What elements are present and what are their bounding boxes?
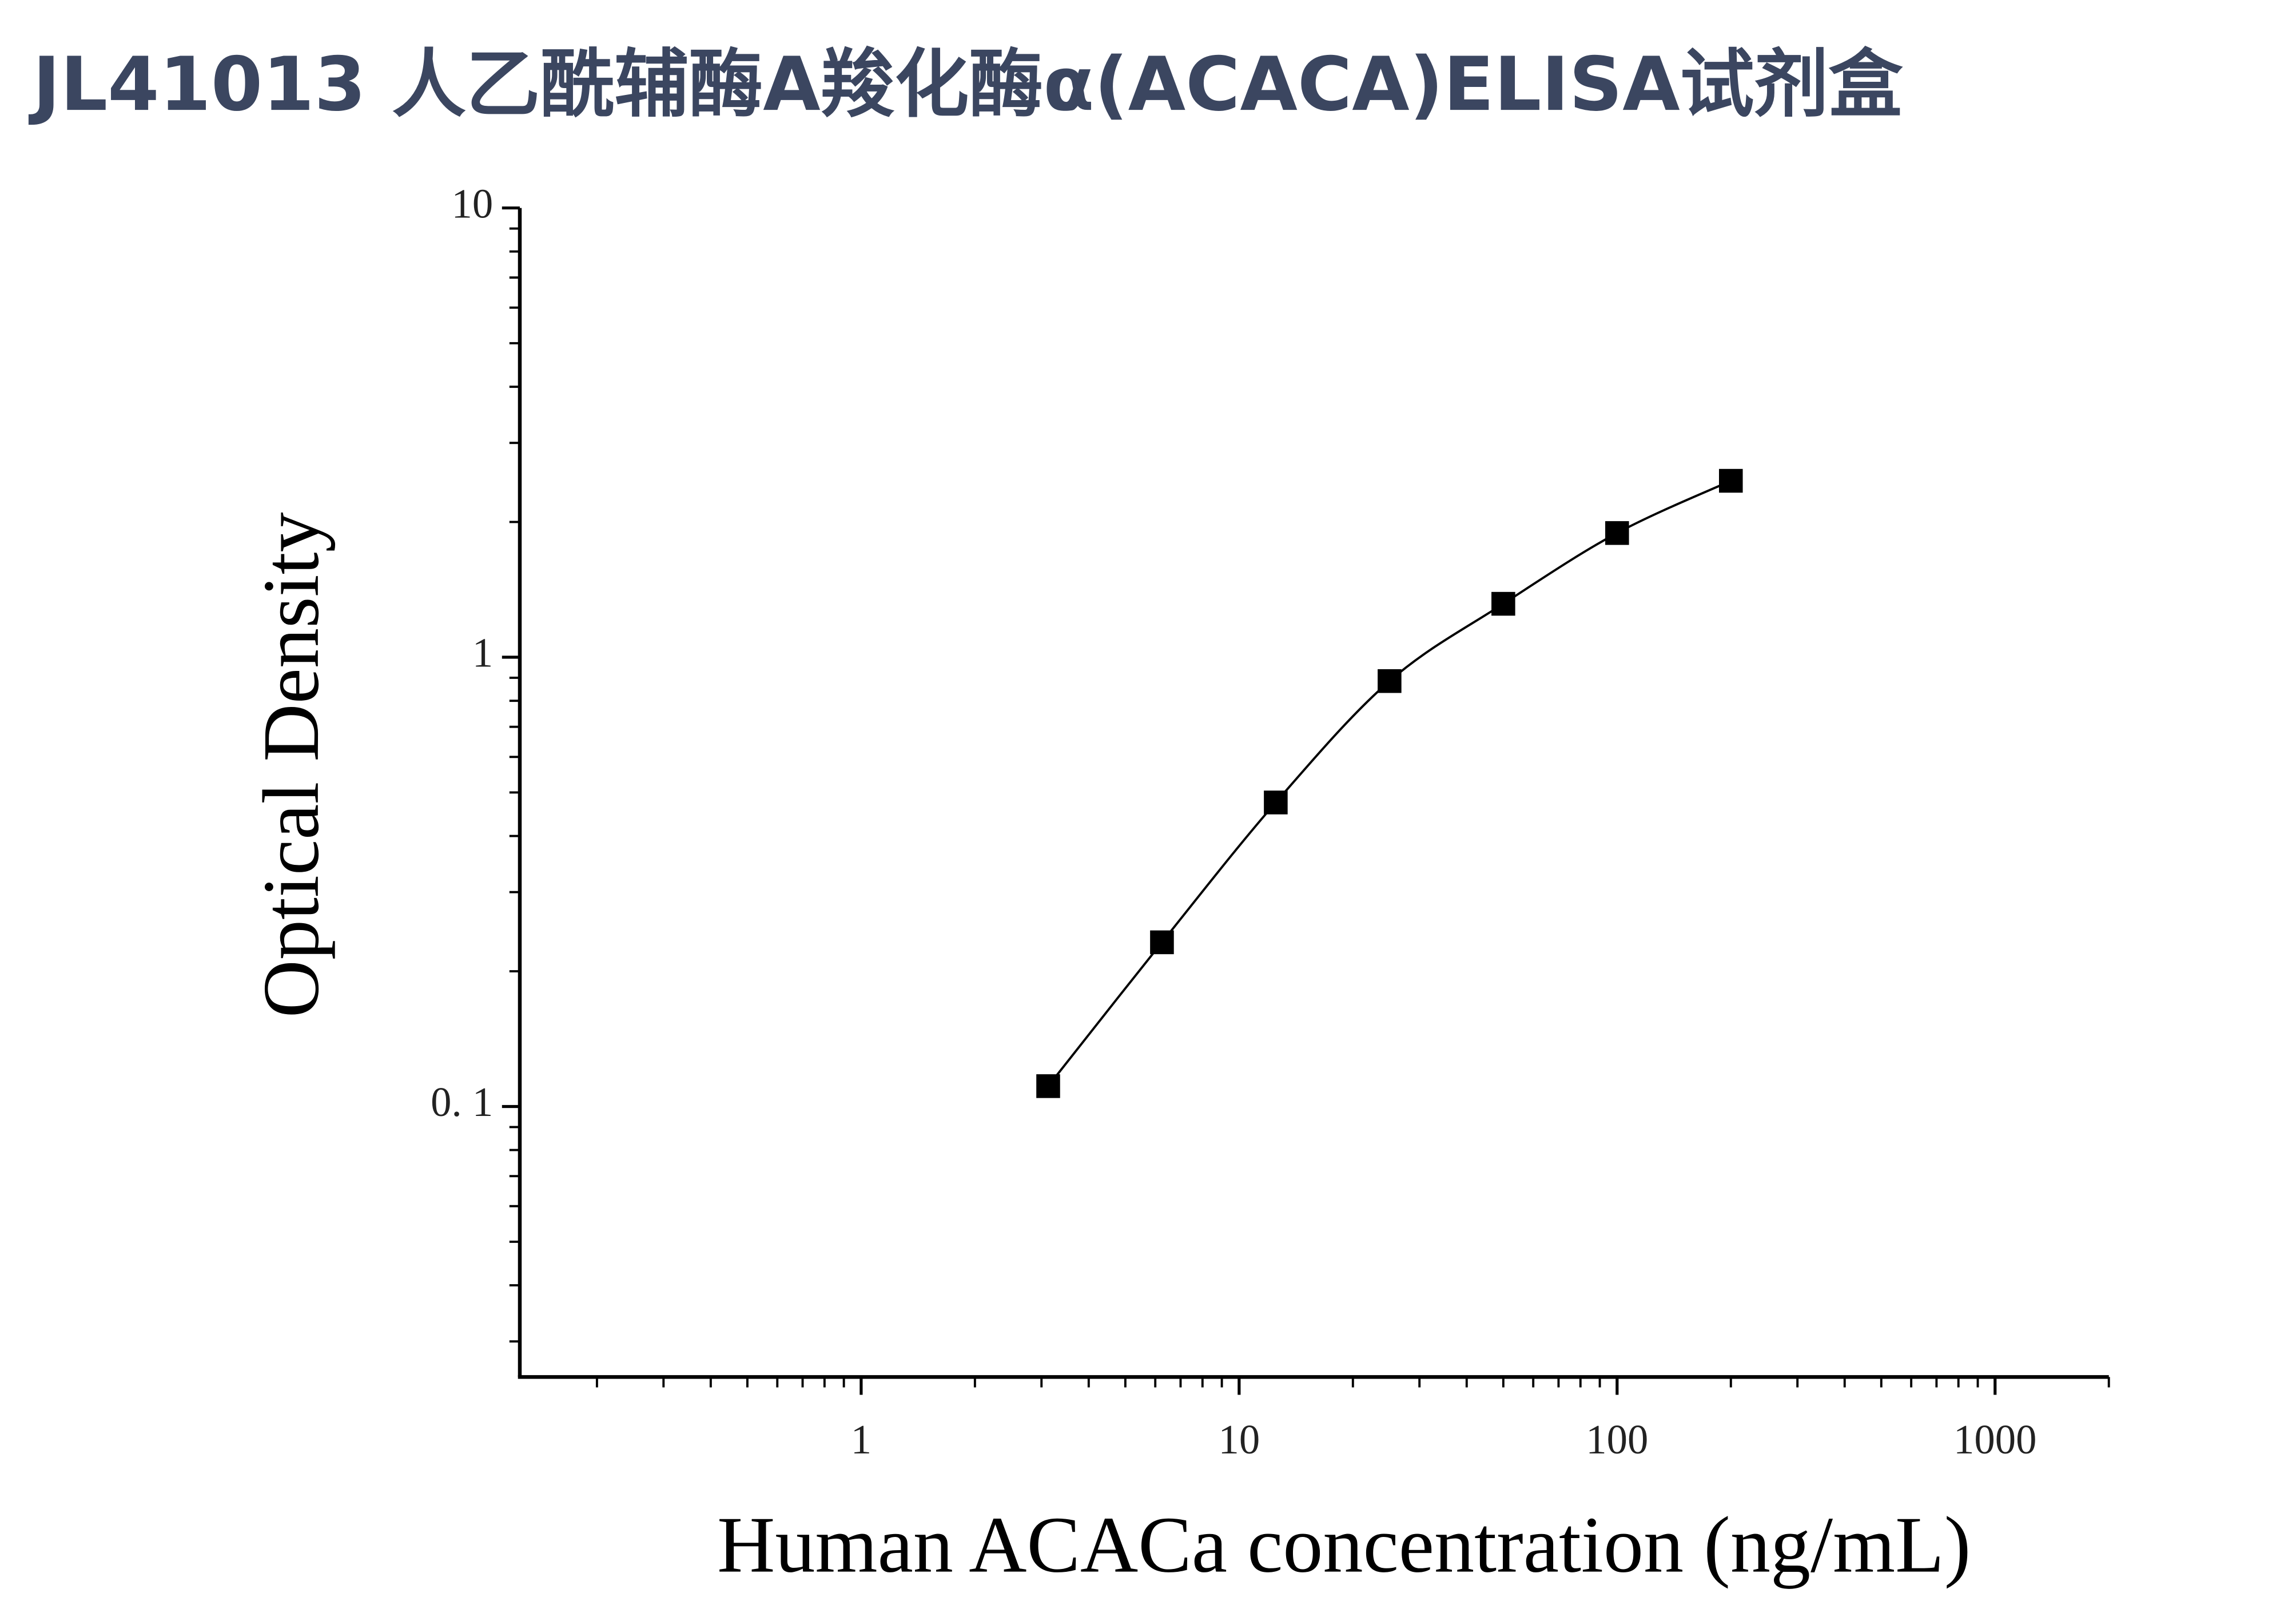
data-point	[1264, 790, 1288, 815]
data-point	[1605, 521, 1629, 545]
x-tick-label: 1	[851, 1416, 872, 1463]
data-point	[1718, 468, 1743, 493]
y-axis-label: Optical Density	[247, 512, 336, 1018]
data-point	[1491, 591, 1515, 616]
x-tick-label: 1000	[1953, 1416, 2036, 1463]
x-tick-label: 10	[1218, 1416, 1260, 1463]
data-point	[1378, 669, 1402, 693]
y-tick-label: 10	[452, 180, 494, 227]
y-tick-label: 1	[472, 630, 493, 676]
x-axis-label: Human ACACa concentration (ng/mL)	[717, 1501, 1971, 1590]
data-point	[1036, 1074, 1060, 1098]
x-tick-label: 100	[1586, 1416, 1648, 1463]
data-point	[1150, 930, 1174, 955]
chart-title: JL41013 人乙酰辅酶A羧化酶α(ACACA)ELISA试剂盒	[28, 41, 1903, 128]
fit-curve	[1047, 479, 1732, 1087]
y-tick-label: 0. 1	[431, 1079, 493, 1125]
